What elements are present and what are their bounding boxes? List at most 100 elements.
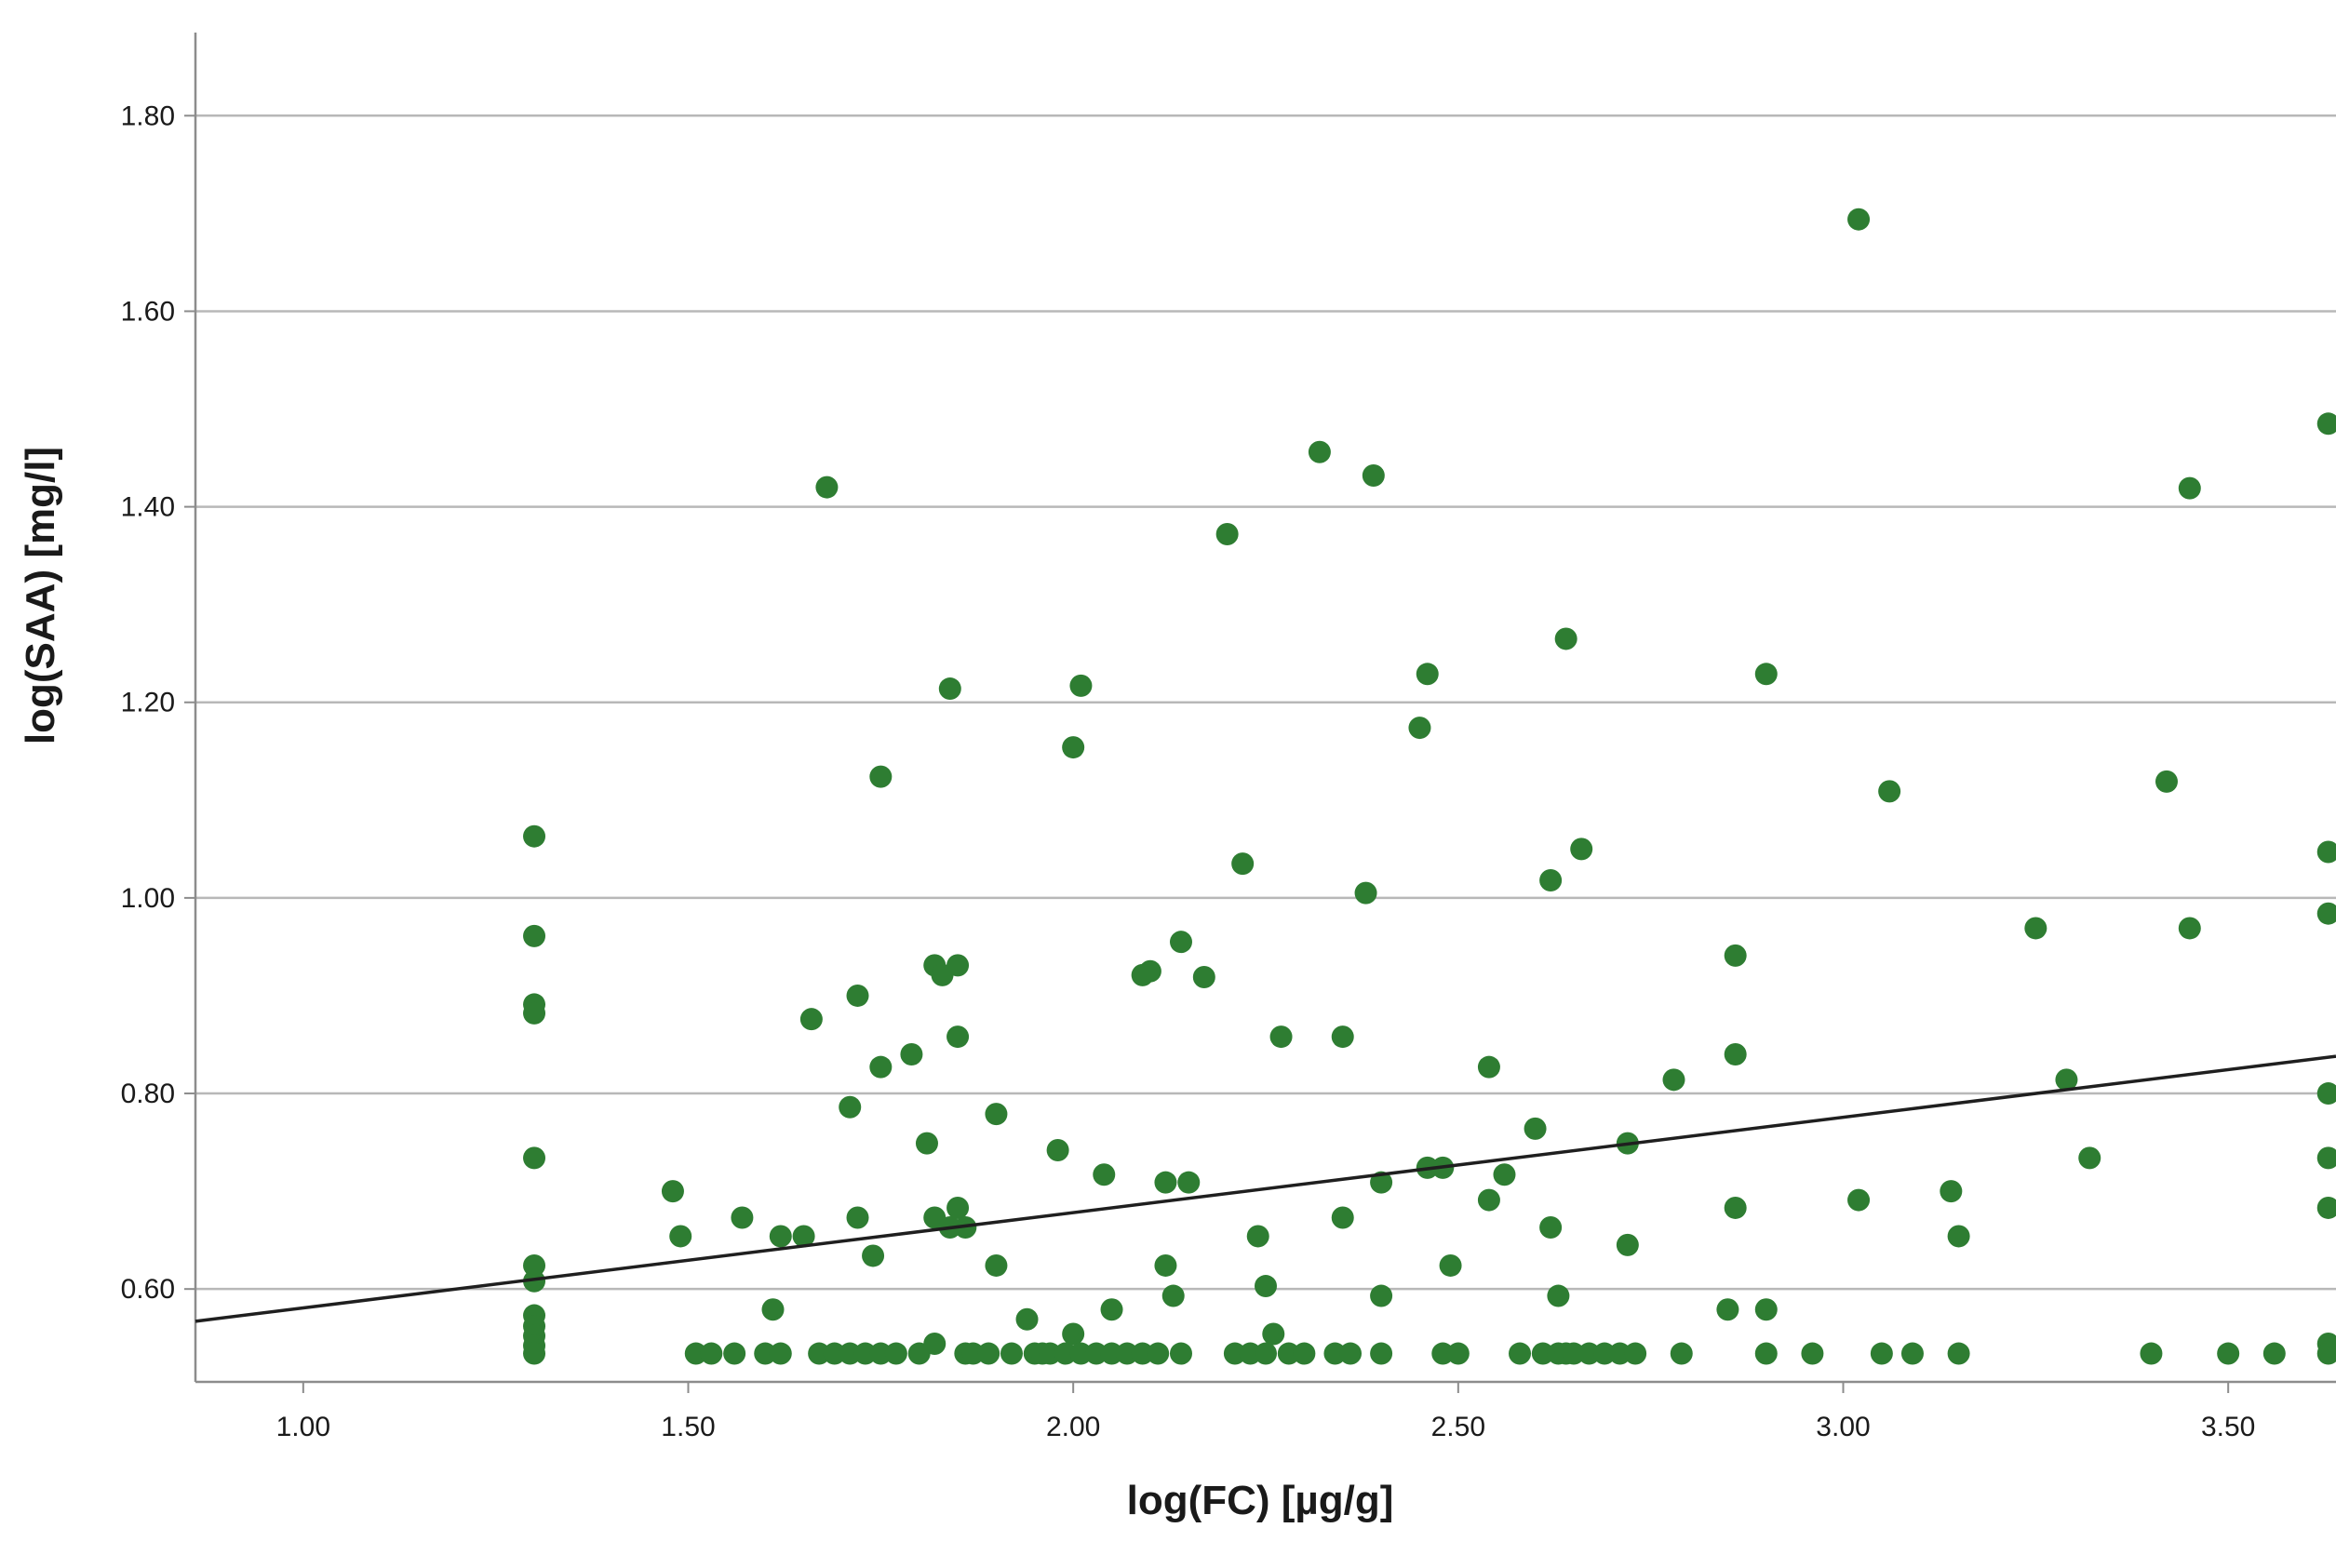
data-point xyxy=(1847,1188,1871,1212)
data-point xyxy=(1724,1196,1747,1219)
data-point xyxy=(1547,1284,1570,1307)
data-point xyxy=(1439,1253,1462,1277)
data-point xyxy=(1900,1342,1924,1365)
x-axis-title: log(FC) [µg/g] xyxy=(1127,1478,1394,1523)
data-point xyxy=(2140,1342,2163,1365)
x-tick-label: 1.00 xyxy=(276,1412,330,1442)
data-point xyxy=(2316,1082,2336,1106)
x-tick-label: 2.50 xyxy=(1431,1412,1485,1442)
data-point xyxy=(1154,1171,1177,1194)
data-point xyxy=(985,1103,1008,1126)
data-point xyxy=(1100,1342,1123,1365)
data-point xyxy=(754,1342,777,1365)
data-point xyxy=(2024,917,2047,940)
data-point xyxy=(1039,1342,1062,1365)
y-tick-label: 1.00 xyxy=(121,883,175,914)
data-point xyxy=(1223,1342,1246,1365)
data-point xyxy=(1116,1342,1139,1365)
data-point xyxy=(523,1001,546,1025)
data-point xyxy=(684,1342,707,1365)
data-point xyxy=(1131,1342,1154,1365)
data-point xyxy=(661,1180,684,1203)
data-point xyxy=(1446,1342,1470,1365)
data-point xyxy=(1716,1298,1739,1321)
data-point xyxy=(1539,1215,1563,1239)
fit-line xyxy=(195,1054,2336,1323)
data-point xyxy=(723,1342,746,1365)
data-point xyxy=(1724,944,1747,967)
data-point xyxy=(1293,1342,1316,1365)
data-point xyxy=(1084,1342,1108,1365)
data-point xyxy=(946,1025,970,1049)
y-tick-label: 1.20 xyxy=(121,688,175,718)
data-point xyxy=(2178,917,2201,940)
data-point xyxy=(1015,1307,1039,1331)
data-point xyxy=(1147,1342,1170,1365)
data-point xyxy=(769,1342,792,1365)
data-point xyxy=(1408,717,1431,740)
x-tick-label: 3.00 xyxy=(1816,1412,1870,1442)
data-point xyxy=(1477,1188,1500,1212)
data-point xyxy=(1100,1298,1123,1321)
data-point xyxy=(1754,1342,1778,1365)
data-point xyxy=(2316,412,2336,436)
x-tick-label: 3.50 xyxy=(2201,1412,2255,1442)
data-point xyxy=(1531,1342,1554,1365)
data-point xyxy=(799,1008,823,1031)
data-point xyxy=(2316,902,2336,925)
gridlines xyxy=(195,114,2336,1291)
data-point xyxy=(792,1225,815,1248)
data-point xyxy=(1754,663,1778,686)
data-point xyxy=(869,765,893,788)
data-point xyxy=(1940,1180,1963,1203)
data-point xyxy=(2316,1196,2336,1219)
data-point xyxy=(884,1342,907,1365)
data-point xyxy=(985,1253,1008,1277)
data-point xyxy=(1870,1342,1893,1365)
data-point xyxy=(2078,1146,2101,1170)
data-point xyxy=(938,677,961,701)
data-point xyxy=(1231,852,1255,876)
x-tick-label: 1.50 xyxy=(661,1412,715,1442)
data-point xyxy=(523,1146,546,1170)
data-point xyxy=(2055,1068,2078,1092)
y-tick-label: 0.80 xyxy=(121,1079,175,1109)
data-point xyxy=(1878,780,1901,803)
data-point xyxy=(846,1206,869,1229)
data-point xyxy=(1947,1342,1970,1365)
data-point xyxy=(1192,966,1215,988)
data-point xyxy=(1161,1284,1185,1307)
y-tick-label: 1.60 xyxy=(121,296,175,327)
data-point xyxy=(839,1342,862,1365)
data-point xyxy=(1062,736,1085,759)
data-point xyxy=(915,1132,938,1155)
data-point xyxy=(1331,1025,1354,1049)
data-point xyxy=(1138,959,1161,983)
data-point xyxy=(1477,1055,1500,1079)
data-point xyxy=(1000,1342,1023,1365)
data-point xyxy=(523,824,546,848)
data-point xyxy=(1670,1342,1693,1365)
data-point xyxy=(1046,1138,1069,1161)
fit-line-layer xyxy=(195,1054,2336,1323)
data-point xyxy=(869,1055,893,1079)
x-tick-labels: 1.00 1.50 2.00 2.50 3.00 3.50 xyxy=(276,1412,2256,1442)
data-point xyxy=(769,1225,792,1248)
data-point xyxy=(1069,674,1093,697)
data-point xyxy=(1255,1342,1277,1365)
data-point xyxy=(1801,1342,1824,1365)
data-point xyxy=(1431,1342,1455,1365)
data-point xyxy=(961,1342,985,1365)
data-point xyxy=(1331,1206,1354,1229)
data-point xyxy=(2178,476,2201,500)
data-point xyxy=(823,1342,846,1365)
data-point xyxy=(1323,1342,1347,1365)
data-point xyxy=(523,1342,546,1365)
data-point xyxy=(1370,1284,1393,1307)
data-point xyxy=(523,924,546,947)
y-axis-title: log(SAA) [mg/l] xyxy=(18,447,63,744)
data-point xyxy=(1724,1043,1747,1066)
data-point xyxy=(669,1225,692,1248)
